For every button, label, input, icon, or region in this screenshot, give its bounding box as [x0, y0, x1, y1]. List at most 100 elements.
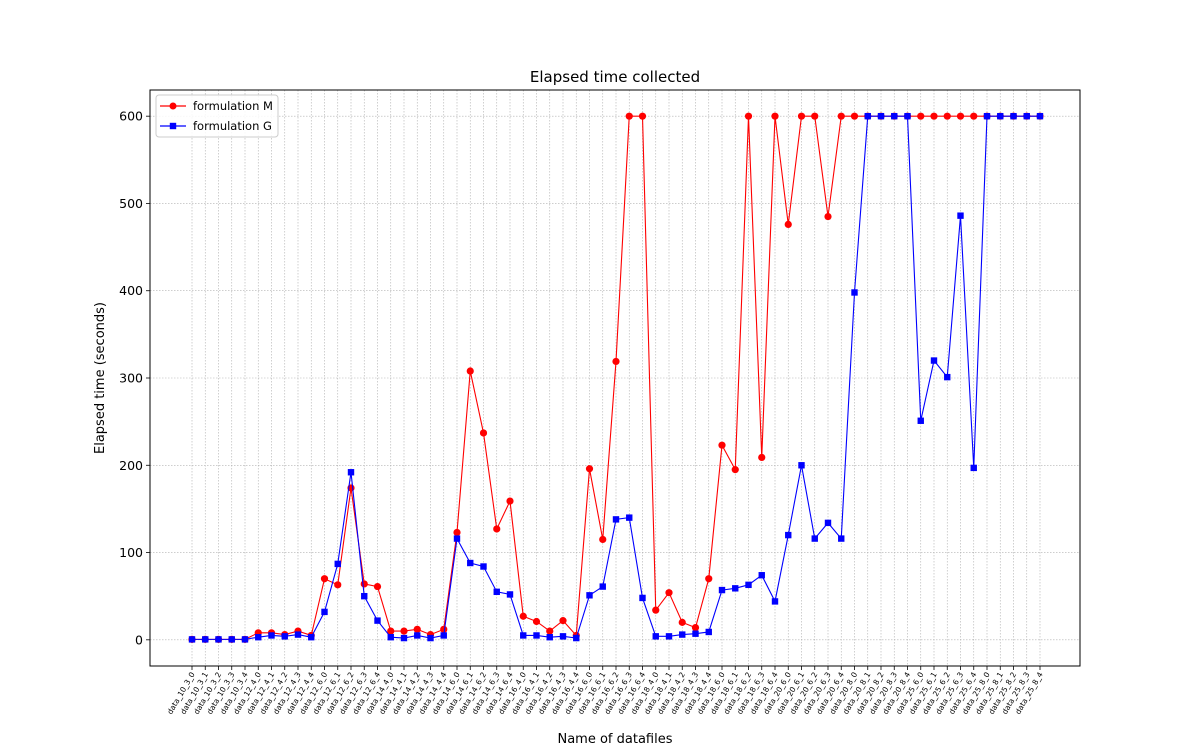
- data-point-formulation-m: [665, 589, 673, 597]
- data-point-formulation-g: [771, 598, 779, 605]
- data-point-formulation-g: [241, 636, 249, 643]
- y-tick-label: 100: [119, 545, 143, 560]
- data-point-formulation-m: [731, 466, 739, 474]
- data-point-formulation-g: [679, 631, 686, 638]
- data-point-formulation-m: [784, 220, 792, 228]
- data-point-formulation-g: [480, 563, 487, 570]
- data-point-formulation-m: [943, 112, 951, 120]
- data-point-formulation-g: [851, 289, 858, 296]
- data-point-formulation-g: [559, 633, 567, 640]
- data-point-formulation-m: [506, 497, 514, 505]
- data-point-formulation-m: [705, 575, 713, 583]
- data-point-formulation-g: [758, 572, 765, 579]
- data-point-formulation-m: [546, 627, 554, 635]
- legend-marker-formulation-g: [169, 122, 177, 130]
- data-point-formulation-g: [400, 634, 408, 642]
- data-point-formulation-g: [798, 462, 805, 469]
- data-point-formulation-g: [652, 633, 659, 640]
- data-point-formulation-g: [308, 634, 315, 641]
- data-point-formulation-g: [281, 633, 288, 640]
- legend: formulation M formulation G: [155, 94, 279, 138]
- data-point-formulation-g: [255, 634, 262, 641]
- data-point-formulation-m: [744, 112, 753, 120]
- data-point-formulation-g: [864, 112, 871, 120]
- data-point-formulation-m: [652, 606, 660, 614]
- data-point-formulation-m: [837, 112, 845, 120]
- data-point-formulation-m: [956, 112, 965, 120]
- data-point-formulation-g: [957, 212, 964, 219]
- data-point-formulation-g: [1010, 112, 1017, 120]
- data-point-formulation-g: [824, 519, 832, 527]
- y-tick-label: 500: [119, 196, 143, 211]
- legend-box: [155, 94, 279, 138]
- series-lines: [188, 112, 1044, 643]
- y-tick-label: 600: [119, 109, 143, 124]
- data-point-formulation-g: [202, 636, 209, 643]
- data-point-formulation-m: [691, 624, 700, 632]
- data-point-formulation-g: [997, 112, 1004, 120]
- data-point-formulation-g: [639, 594, 646, 602]
- y-tick-label: 200: [119, 458, 143, 473]
- legend-label-formulation-m: formulation M: [193, 99, 273, 113]
- data-point-formulation-m: [559, 617, 567, 625]
- data-point-formulation-g: [361, 592, 368, 600]
- data-point-formulation-g: [970, 464, 977, 472]
- data-point-formulation-m: [387, 627, 395, 635]
- data-point-formulation-g: [665, 633, 673, 640]
- data-point-formulation-m: [320, 575, 329, 583]
- data-point-formulation-g: [930, 357, 938, 364]
- data-point-formulation-g: [493, 588, 500, 596]
- data-point-formulation-m: [373, 582, 382, 591]
- data-point-formulation-m: [519, 612, 527, 620]
- legend-label-formulation-g: formulation G: [193, 119, 272, 133]
- data-point-formulation-g: [1036, 112, 1044, 120]
- data-point-formulation-m: [413, 625, 421, 633]
- data-point-formulation-g: [188, 636, 196, 643]
- data-point-formulation-m: [718, 441, 726, 449]
- data-point-formulation-m: [797, 112, 806, 120]
- data-point-formulation-m: [771, 112, 779, 120]
- data-point-formulation-g: [745, 581, 752, 589]
- data-point-formulation-m: [638, 112, 647, 120]
- legend-marker-formulation-m: [169, 102, 177, 110]
- data-point-formulation-m: [758, 453, 766, 462]
- data-point-formulation-g: [374, 617, 381, 624]
- data-point-formulation-m: [400, 627, 408, 635]
- y-tick-label: 400: [119, 283, 143, 298]
- data-point-formulation-g: [427, 634, 434, 642]
- data-point-formulation-g: [453, 535, 461, 542]
- data-point-formulation-m: [678, 618, 686, 626]
- data-point-formulation-g: [467, 559, 474, 567]
- data-point-formulation-g: [1023, 112, 1030, 120]
- data-point-formulation-g: [718, 586, 726, 594]
- data-point-formulation-m: [466, 367, 474, 375]
- data-point-formulation-g: [983, 112, 991, 120]
- data-point-formulation-g: [387, 634, 394, 641]
- data-point-formulation-m: [930, 112, 938, 120]
- data-point-formulation-g: [414, 632, 421, 639]
- data-point-formulation-m: [440, 625, 448, 633]
- data-point-formulation-g: [520, 632, 527, 639]
- data-point-formulation-m: [811, 112, 819, 120]
- data-point-formulation-g: [334, 560, 341, 568]
- data-point-formulation-g: [732, 585, 739, 592]
- data-point-formulation-g: [917, 417, 924, 424]
- plot-frame: [149, 89, 1081, 667]
- data-point-formulation-g: [612, 516, 620, 523]
- data-point-formulation-m: [493, 525, 501, 533]
- data-point-formulation-m: [612, 357, 620, 366]
- data-point-formulation-g: [573, 634, 580, 642]
- data-point-formulation-m: [585, 465, 594, 473]
- data-point-formulation-m: [970, 112, 978, 120]
- data-point-formulation-g: [268, 632, 275, 639]
- data-point-formulation-m: [625, 112, 633, 120]
- data-point-formulation-g: [228, 636, 235, 643]
- data-point-formulation-g: [877, 112, 885, 120]
- data-point-formulation-g: [321, 608, 328, 616]
- data-point-formulation-g: [440, 632, 447, 639]
- data-point-formulation-m: [824, 212, 832, 221]
- data-point-formulation-m: [479, 429, 488, 437]
- data-point-formulation-m: [917, 112, 925, 120]
- data-point-formulation-g: [944, 373, 951, 381]
